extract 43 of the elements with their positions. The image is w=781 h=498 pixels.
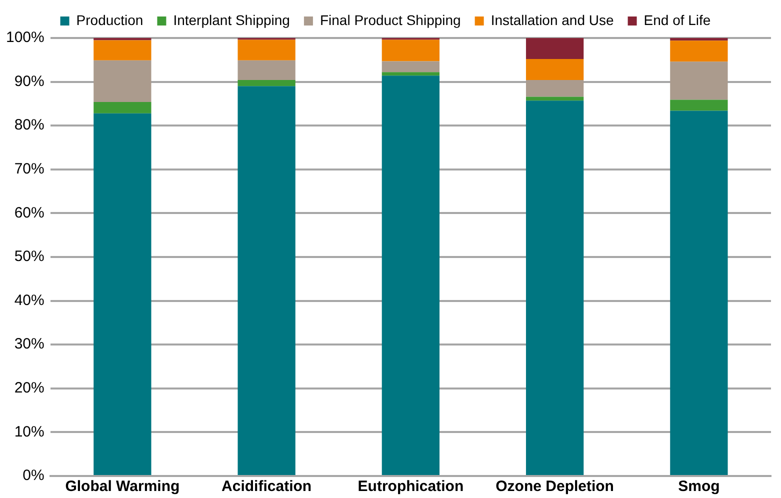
legend-label: Production (76, 12, 144, 28)
bar (238, 60, 296, 80)
bar (526, 38, 584, 60)
bar (670, 62, 728, 100)
bar (382, 76, 440, 475)
bar (238, 80, 296, 86)
y-tick-label: 10% (14, 423, 44, 440)
y-tick-label: 90% (14, 72, 44, 90)
bar (382, 61, 440, 72)
bar (670, 38, 728, 41)
bar (94, 40, 152, 60)
bar (526, 96, 584, 101)
y-tick-label: 80% (14, 116, 44, 134)
bar (94, 102, 152, 114)
y-tick-label: 70% (14, 160, 44, 178)
bar (94, 113, 152, 475)
bar (670, 100, 728, 111)
bar (526, 80, 584, 97)
y-tick-label: 50% (14, 248, 44, 266)
y-tick-label: 20% (14, 380, 44, 397)
y-tick-label: 0% (22, 467, 44, 484)
bar (670, 40, 728, 62)
x-tick-label: Global Warming (65, 478, 180, 496)
y-tick-label: 30% (14, 336, 44, 353)
x-tick-label: Eutrophication (358, 478, 464, 496)
x-tick-label: Acidification (222, 478, 312, 496)
bar (382, 72, 440, 76)
y-tick-label: 60% (14, 204, 44, 222)
bar (670, 110, 728, 475)
x-tick-label: Ozone Depletion (496, 478, 614, 496)
y-tick-label: 100% (6, 29, 44, 46)
legend-label: Interplant Shipping (173, 12, 290, 28)
bar (238, 86, 296, 475)
bar (94, 60, 152, 102)
y-tick-label: 40% (14, 292, 44, 309)
legend-label: End of Life (644, 12, 711, 28)
bar (382, 40, 440, 62)
bar (238, 40, 296, 60)
legend-label: Installation and Use (490, 12, 614, 28)
bar (526, 59, 584, 80)
legend-label: Final Product Shipping (320, 12, 461, 28)
bar (526, 100, 584, 475)
x-tick-label: Smog (678, 478, 720, 496)
